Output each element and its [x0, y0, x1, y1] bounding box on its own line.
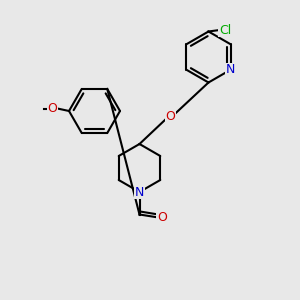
Text: O: O — [48, 102, 57, 115]
Text: Cl: Cl — [219, 23, 231, 37]
Text: N: N — [226, 63, 235, 76]
Text: O: O — [157, 211, 167, 224]
Text: N: N — [135, 185, 144, 199]
Text: O: O — [166, 110, 176, 123]
